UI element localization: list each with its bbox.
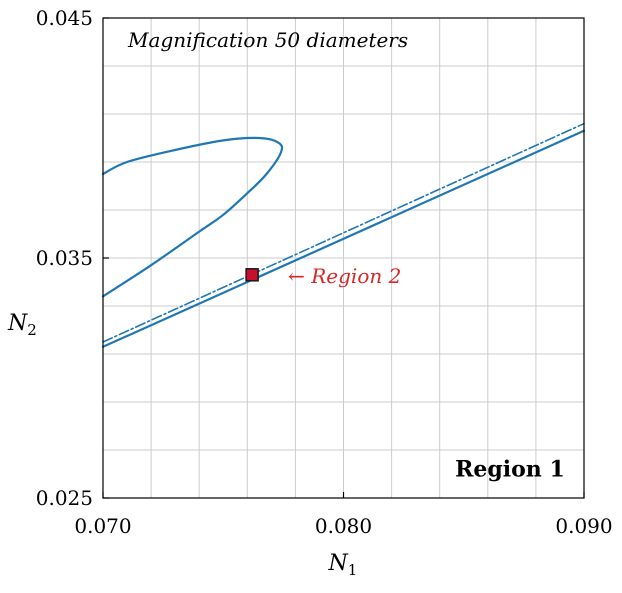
y-tick-label: 0.045	[36, 6, 93, 30]
region-2-label: Region 2	[310, 264, 401, 288]
region-1-annotation: Region 1	[455, 456, 565, 482]
ticks: 0.070 0.080 0.090 0.025 0.035 0.045	[36, 6, 613, 538]
y-axis-label-sub: 2	[27, 321, 37, 339]
series-layer	[101, 122, 586, 348]
y-tick-label: 0.035	[36, 246, 93, 270]
y-tick-label: 0.025	[36, 486, 93, 510]
series-curve-1	[101, 136, 284, 298]
grid	[102, 17, 585, 499]
x-tick-label: 0.080	[315, 514, 372, 538]
x-tick-label: 0.070	[74, 514, 131, 538]
x-axis-label: N1	[328, 551, 358, 579]
series-curve-2	[101, 129, 586, 348]
y-axis-label: N2	[7, 311, 37, 339]
magnification-annotation: Magnification 50 diameters	[127, 28, 408, 52]
x-tick-label: 0.090	[555, 514, 612, 538]
region-2-marker	[245, 268, 259, 282]
x-axis-label-sub: 1	[348, 561, 358, 579]
svg-text:← Region 2: ← Region 2	[288, 264, 401, 288]
arrow-left-icon: ←	[288, 264, 311, 288]
region-2-annotation: ← Region 2	[288, 264, 401, 288]
series-curve-3	[102, 122, 585, 343]
marker-layer	[245, 268, 259, 282]
